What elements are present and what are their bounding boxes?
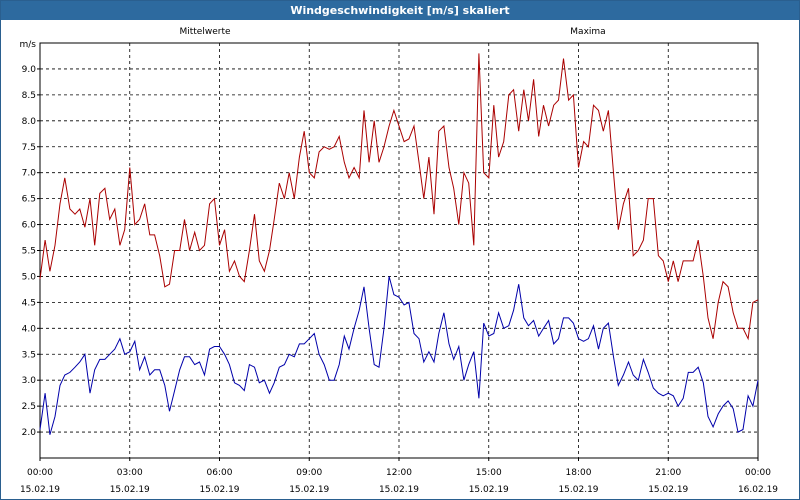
y-tick-label: 2.5 bbox=[22, 402, 36, 412]
y-tick-label: 8.5 bbox=[22, 91, 36, 101]
x-tick-time: 21:00 bbox=[655, 468, 681, 478]
y-tick-label: 3.0 bbox=[22, 376, 37, 386]
x-tick-time: 00:00 bbox=[745, 468, 771, 478]
y-tick-label: 7.0 bbox=[22, 169, 37, 179]
y-tick-label: 5.0 bbox=[22, 272, 37, 282]
x-tick-date: 15.02.19 bbox=[110, 485, 150, 495]
y-tick-label: 6.0 bbox=[22, 221, 37, 231]
y-tick-label: 8.0 bbox=[22, 117, 37, 127]
x-tick-time: 09:00 bbox=[296, 468, 322, 478]
y-tick-label: 4.5 bbox=[22, 298, 36, 308]
x-tick-date: 16.02.19 bbox=[738, 485, 778, 495]
y-tick-label: 4.0 bbox=[22, 324, 37, 334]
x-tick-date: 15.02.19 bbox=[289, 485, 329, 495]
series-line-mittelwerte bbox=[39, 276, 759, 435]
x-tick-date: 15.02.19 bbox=[648, 485, 688, 495]
x-tick-date: 15.02.19 bbox=[20, 485, 60, 495]
y-tick-label: 5.5 bbox=[22, 247, 36, 257]
x-tick-time: 15:00 bbox=[476, 468, 502, 478]
x-tick-time: 00:00 bbox=[27, 468, 53, 478]
legend-mittelwerte: Mittelwerte bbox=[179, 27, 230, 37]
x-tick-date: 15.02.19 bbox=[199, 485, 239, 495]
x-tick-date: 15.02.19 bbox=[469, 485, 509, 495]
legend-maxima: Maxima bbox=[570, 27, 605, 37]
y-axis-label: m/s bbox=[20, 40, 37, 50]
window-title: Windgeschwindigkeit [m/s] skaliert bbox=[1, 1, 799, 20]
y-tick-label: 3.5 bbox=[22, 350, 36, 360]
x-tick-time: 18:00 bbox=[566, 468, 592, 478]
y-tick-label: 6.5 bbox=[22, 195, 36, 205]
y-tick-label: 7.5 bbox=[22, 143, 36, 153]
series-line-maxima bbox=[39, 53, 759, 341]
x-tick-time: 06:00 bbox=[207, 468, 233, 478]
x-tick-date: 15.02.19 bbox=[558, 485, 598, 495]
x-tick-date: 15.02.19 bbox=[379, 485, 419, 495]
x-tick-time: 12:00 bbox=[386, 468, 412, 478]
x-tick-time: 03:00 bbox=[117, 468, 143, 478]
y-tick-label: 2.0 bbox=[22, 428, 37, 438]
y-tick-label: 9.0 bbox=[22, 65, 37, 75]
